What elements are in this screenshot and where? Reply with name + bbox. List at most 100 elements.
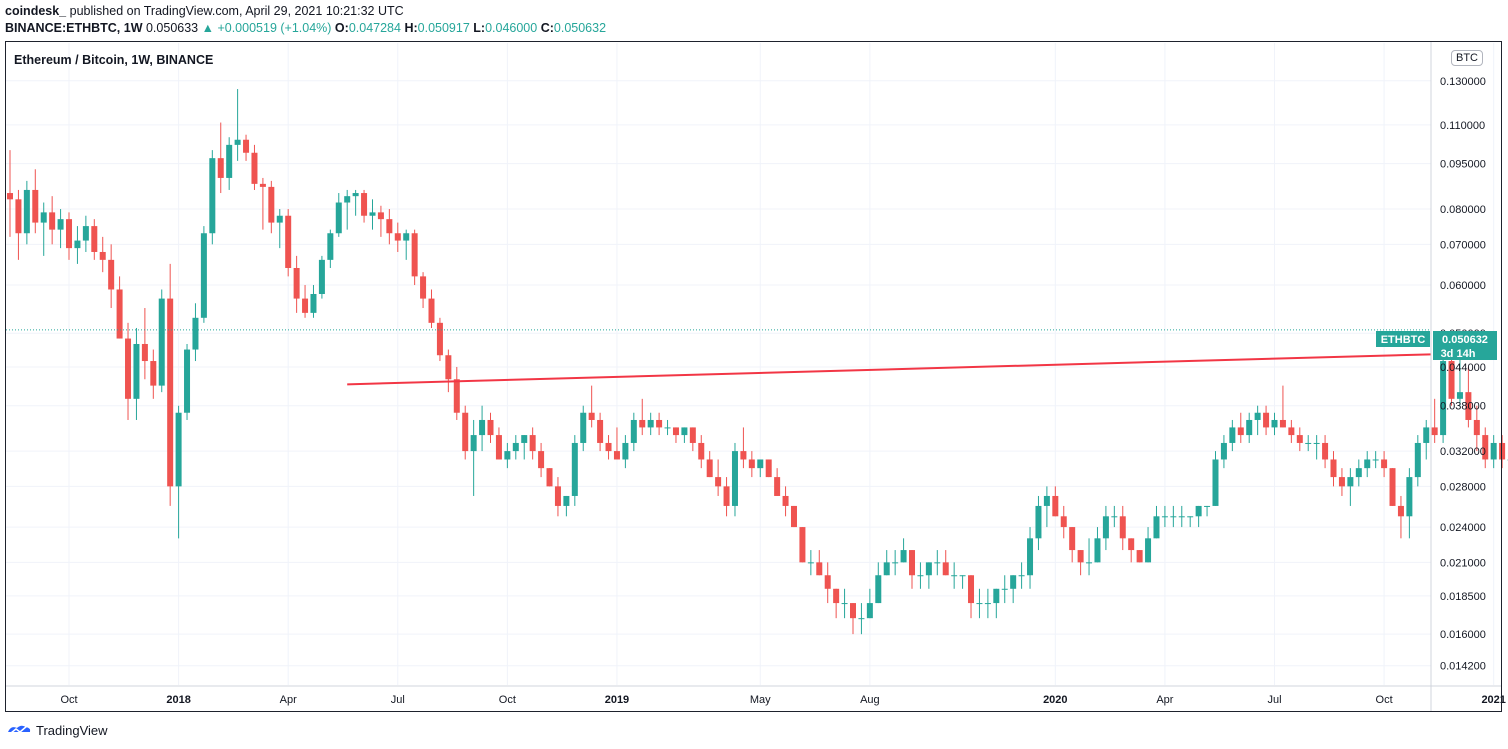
- candle[interactable]: [133, 327, 140, 420]
- candle[interactable]: [40, 202, 47, 256]
- candle[interactable]: [1102, 505, 1109, 551]
- candle[interactable]: [251, 144, 258, 190]
- candle[interactable]: [984, 588, 991, 619]
- candle[interactable]: [1119, 505, 1126, 551]
- candle[interactable]: [512, 435, 519, 460]
- candle[interactable]: [1499, 435, 1506, 469]
- candle[interactable]: [993, 588, 1000, 619]
- candle[interactable]: [504, 442, 511, 469]
- candle[interactable]: [748, 451, 755, 478]
- candle[interactable]: [1204, 505, 1211, 517]
- candle[interactable]: [681, 427, 688, 443]
- candle[interactable]: [622, 435, 629, 469]
- candle[interactable]: [1212, 451, 1219, 506]
- candle[interactable]: [226, 137, 233, 190]
- candle[interactable]: [1153, 505, 1160, 539]
- candle[interactable]: [1128, 538, 1135, 563]
- author-name[interactable]: coindesk_: [5, 4, 67, 18]
- candle[interactable]: [403, 229, 410, 260]
- candle[interactable]: [968, 575, 975, 619]
- candle[interactable]: [1220, 435, 1227, 469]
- candle[interactable]: [1086, 538, 1093, 576]
- candle[interactable]: [1389, 468, 1396, 506]
- candle[interactable]: [1035, 495, 1042, 551]
- candle[interactable]: [74, 226, 81, 264]
- candle[interactable]: [917, 562, 924, 589]
- candle[interactable]: [234, 89, 241, 161]
- candle[interactable]: [715, 459, 722, 496]
- candle[interactable]: [790, 505, 797, 528]
- candle[interactable]: [1043, 486, 1050, 528]
- candle[interactable]: [1296, 427, 1303, 452]
- candle[interactable]: [1027, 527, 1034, 589]
- candle[interactable]: [302, 285, 309, 318]
- candle[interactable]: [866, 588, 873, 619]
- trendline[interactable]: [347, 353, 1432, 386]
- candle[interactable]: [23, 180, 30, 245]
- candle[interactable]: [411, 229, 418, 286]
- candle[interactable]: [1338, 468, 1345, 496]
- candle[interactable]: [1431, 398, 1438, 443]
- candle[interactable]: [976, 588, 983, 619]
- candle[interactable]: [605, 435, 612, 460]
- candle[interactable]: [293, 255, 300, 313]
- candle[interactable]: [554, 477, 561, 517]
- candle[interactable]: [1178, 505, 1185, 528]
- candle[interactable]: [1372, 451, 1379, 469]
- candle[interactable]: [1364, 451, 1371, 478]
- candle[interactable]: [563, 495, 570, 517]
- candle[interactable]: [1170, 505, 1177, 528]
- candle[interactable]: [428, 289, 435, 328]
- candle[interactable]: [445, 349, 452, 393]
- candle[interactable]: [850, 603, 856, 635]
- candle[interactable]: [57, 209, 64, 249]
- candle[interactable]: [1440, 355, 1447, 443]
- candle[interactable]: [1069, 527, 1076, 563]
- candle[interactable]: [799, 527, 806, 563]
- candle[interactable]: [639, 398, 646, 436]
- candle[interactable]: [141, 308, 148, 380]
- candle[interactable]: [1161, 505, 1168, 528]
- candle[interactable]: [1246, 412, 1253, 443]
- candle[interactable]: [1052, 486, 1059, 517]
- candle[interactable]: [462, 405, 469, 460]
- candle[interactable]: [529, 427, 536, 460]
- candle[interactable]: [1094, 527, 1101, 563]
- candle[interactable]: [175, 405, 182, 539]
- candle[interactable]: [108, 244, 115, 309]
- candle[interactable]: [1305, 435, 1312, 452]
- candle[interactable]: [588, 385, 595, 428]
- candle[interactable]: [7, 150, 13, 237]
- candle[interactable]: [1010, 575, 1017, 604]
- candle[interactable]: [900, 538, 907, 563]
- candle[interactable]: [1288, 419, 1295, 443]
- candle[interactable]: [1229, 419, 1236, 452]
- candle[interactable]: [538, 442, 545, 478]
- candle[interactable]: [192, 303, 199, 362]
- candle[interactable]: [1279, 385, 1286, 428]
- candle[interactable]: [268, 180, 275, 234]
- candle[interactable]: [1465, 366, 1472, 428]
- candle[interactable]: [470, 419, 477, 496]
- candle[interactable]: [487, 412, 494, 443]
- candle[interactable]: [66, 212, 73, 260]
- candle[interactable]: [1406, 468, 1413, 539]
- candle[interactable]: [125, 322, 132, 420]
- candle[interactable]: [883, 550, 890, 576]
- candle[interactable]: [369, 199, 376, 230]
- candle[interactable]: [184, 343, 191, 420]
- candle[interactable]: [613, 427, 620, 460]
- candle[interactable]: [217, 122, 224, 194]
- candle[interactable]: [436, 317, 443, 362]
- candle[interactable]: [942, 550, 949, 576]
- candle[interactable]: [82, 215, 89, 252]
- candle[interactable]: [740, 427, 747, 469]
- candle[interactable]: [1313, 435, 1320, 460]
- candle[interactable]: [377, 205, 384, 237]
- candle[interactable]: [394, 222, 401, 252]
- candle[interactable]: [259, 177, 266, 230]
- candle[interactable]: [386, 209, 393, 245]
- candle[interactable]: [49, 196, 56, 245]
- candle[interactable]: [807, 550, 814, 576]
